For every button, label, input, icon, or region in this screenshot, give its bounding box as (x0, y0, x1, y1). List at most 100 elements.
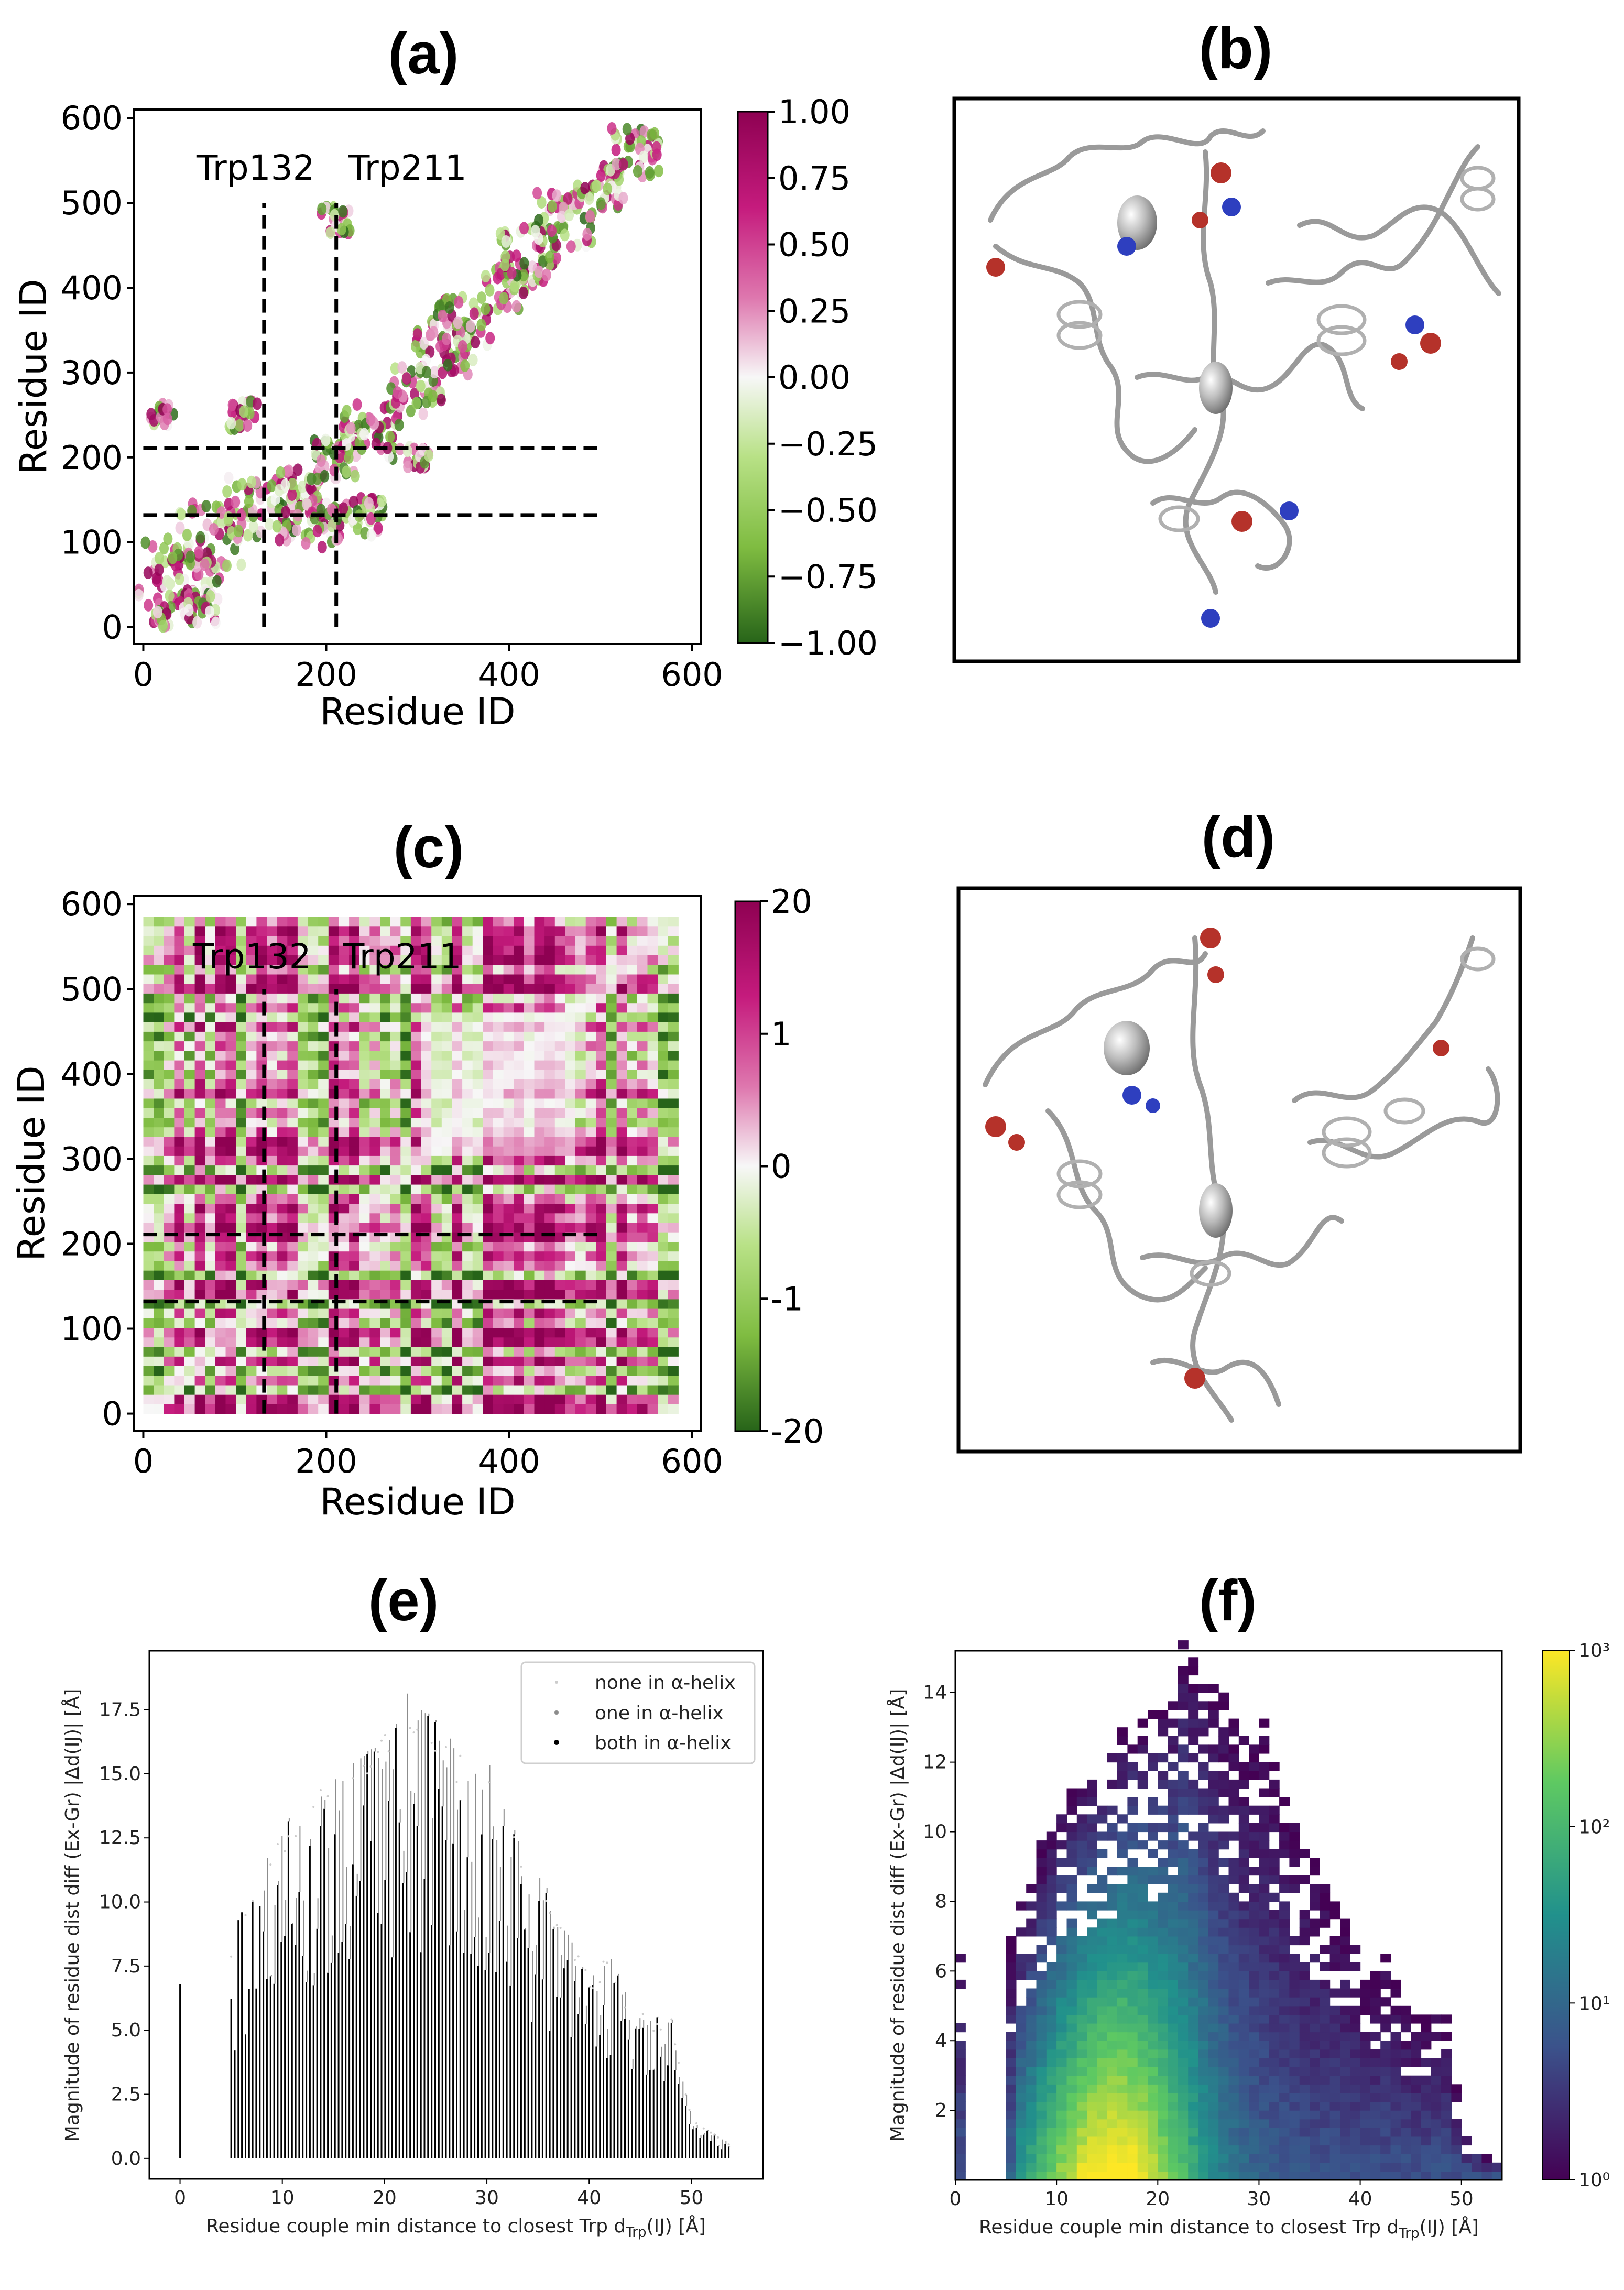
heatmap-cell (154, 1050, 165, 1061)
heatmap-cell (277, 1270, 288, 1280)
heatmap-cell (410, 964, 422, 975)
histogram-bin (1168, 1779, 1179, 1789)
heatmap-cell (390, 1375, 401, 1386)
heatmap-cell (267, 1050, 278, 1061)
heatmap-cell (627, 1347, 638, 1357)
heatmap-cell (668, 1366, 679, 1376)
heatmap-cell (164, 1327, 175, 1338)
histogram-bin (1148, 2032, 1158, 2041)
heatmap-cell (452, 993, 463, 1004)
heatmap-cell (215, 1375, 226, 1386)
heatmap-cell (421, 1270, 432, 1280)
heatmap-cell (441, 1041, 452, 1051)
heatmap-cell (616, 1270, 627, 1280)
heatmap-cell (554, 1079, 565, 1089)
histogram-bin (955, 2041, 966, 2050)
heatmap-cell (297, 1289, 309, 1300)
heatmap-cell (565, 1079, 576, 1089)
histogram-bin (1056, 2075, 1067, 2085)
heatmap-cell (472, 1347, 483, 1357)
heatmap-cell (596, 917, 607, 927)
correlation-point (272, 520, 282, 533)
heatmap-cell (194, 1241, 205, 1252)
histogram-bin (1117, 1997, 1128, 2007)
histogram-bin (1148, 1849, 1158, 1858)
heatmap-cell (143, 1251, 154, 1261)
panel-e-xlabel-main: Residue couple min distance to closest T… (206, 2216, 626, 2237)
histogram-bin (1056, 1823, 1067, 1833)
heatmap-cell (596, 945, 607, 955)
heatmap-cell (647, 964, 658, 975)
heatmap-cell (544, 1174, 555, 1185)
histogram-bin (1107, 2014, 1118, 2024)
heatmap-cell (359, 1222, 370, 1233)
heatmap-cell (297, 1165, 309, 1175)
heatmap-cell (472, 955, 483, 965)
heatmap-cell (668, 1002, 679, 1013)
correlation-point (165, 590, 175, 602)
heatmap-cell (585, 1022, 596, 1032)
heatmap-cell (647, 1318, 658, 1328)
y-tick-label: 10.0 (99, 1892, 141, 1913)
heatmap-cell (565, 1203, 576, 1214)
histogram-bin (1188, 2023, 1199, 2033)
heatmap-cell (514, 974, 525, 984)
histogram-bin (1178, 1701, 1189, 1710)
heatmap-cell (287, 1222, 298, 1233)
heatmap-cell (575, 1041, 586, 1051)
heatmap-cell (297, 1394, 309, 1404)
heatmap-cell (616, 917, 627, 927)
histogram-bin (1117, 2092, 1128, 2102)
heatmap-cell (441, 955, 452, 965)
heatmap-cell (318, 1117, 329, 1128)
colorbar-tick-label: -20 (771, 1412, 824, 1451)
correlation-point (364, 497, 374, 510)
correlation-point (471, 336, 481, 349)
heatmap-cell (225, 993, 236, 1004)
histogram-bin (1036, 2084, 1047, 2093)
heatmap-cell (472, 1384, 483, 1395)
histogram-bin (1026, 2058, 1037, 2067)
histogram-bin (1117, 2067, 1128, 2076)
correlation-point (327, 519, 337, 532)
correlation-point (243, 529, 253, 542)
heatmap-cell (194, 1270, 205, 1280)
histogram-bin (1127, 2084, 1138, 2093)
heatmap-cell (369, 993, 380, 1004)
correlation-point (236, 509, 246, 522)
heatmap-cell (514, 1012, 525, 1022)
heatmap-cell (359, 1289, 370, 1300)
histogram-bin (1178, 1962, 1189, 1971)
point-none-helix (366, 1772, 368, 1775)
heatmap-cell (503, 993, 514, 1004)
heatmap-cell (369, 1012, 380, 1022)
heatmap-cell (369, 955, 380, 965)
histogram-bin (1178, 1997, 1189, 2007)
heatmap-cell (534, 1194, 545, 1204)
heatmap-cell (164, 1108, 175, 1118)
heatmap-cell (400, 993, 411, 1004)
heatmap-cell (318, 1127, 329, 1137)
y-tick-label: 600 (61, 99, 123, 137)
heatmap-cell (205, 1184, 216, 1194)
correlation-point (582, 228, 592, 241)
heatmap-cell (534, 1222, 545, 1233)
heatmap-cell (627, 936, 638, 946)
histogram-bin (1076, 2058, 1087, 2067)
heatmap-cell (554, 1222, 565, 1233)
heatmap-cell (277, 1088, 288, 1099)
heatmap-cell (390, 1127, 401, 1137)
heatmap-cell (328, 945, 339, 955)
histogram-bin (1178, 2154, 1189, 2163)
heatmap-cell (154, 1088, 165, 1099)
heatmap-cell (339, 1270, 350, 1280)
histogram-bin (1087, 2092, 1097, 2102)
histogram-bin (1127, 1762, 1138, 1771)
histogram-bin (1066, 1849, 1077, 1858)
heatmap-cell (554, 1136, 565, 1147)
histogram-bin (1137, 1892, 1148, 1902)
heatmap-cell (647, 1366, 658, 1376)
heatmap-cell (575, 936, 586, 946)
histogram-bin (1076, 1814, 1087, 1824)
heatmap-cell (236, 1213, 247, 1223)
